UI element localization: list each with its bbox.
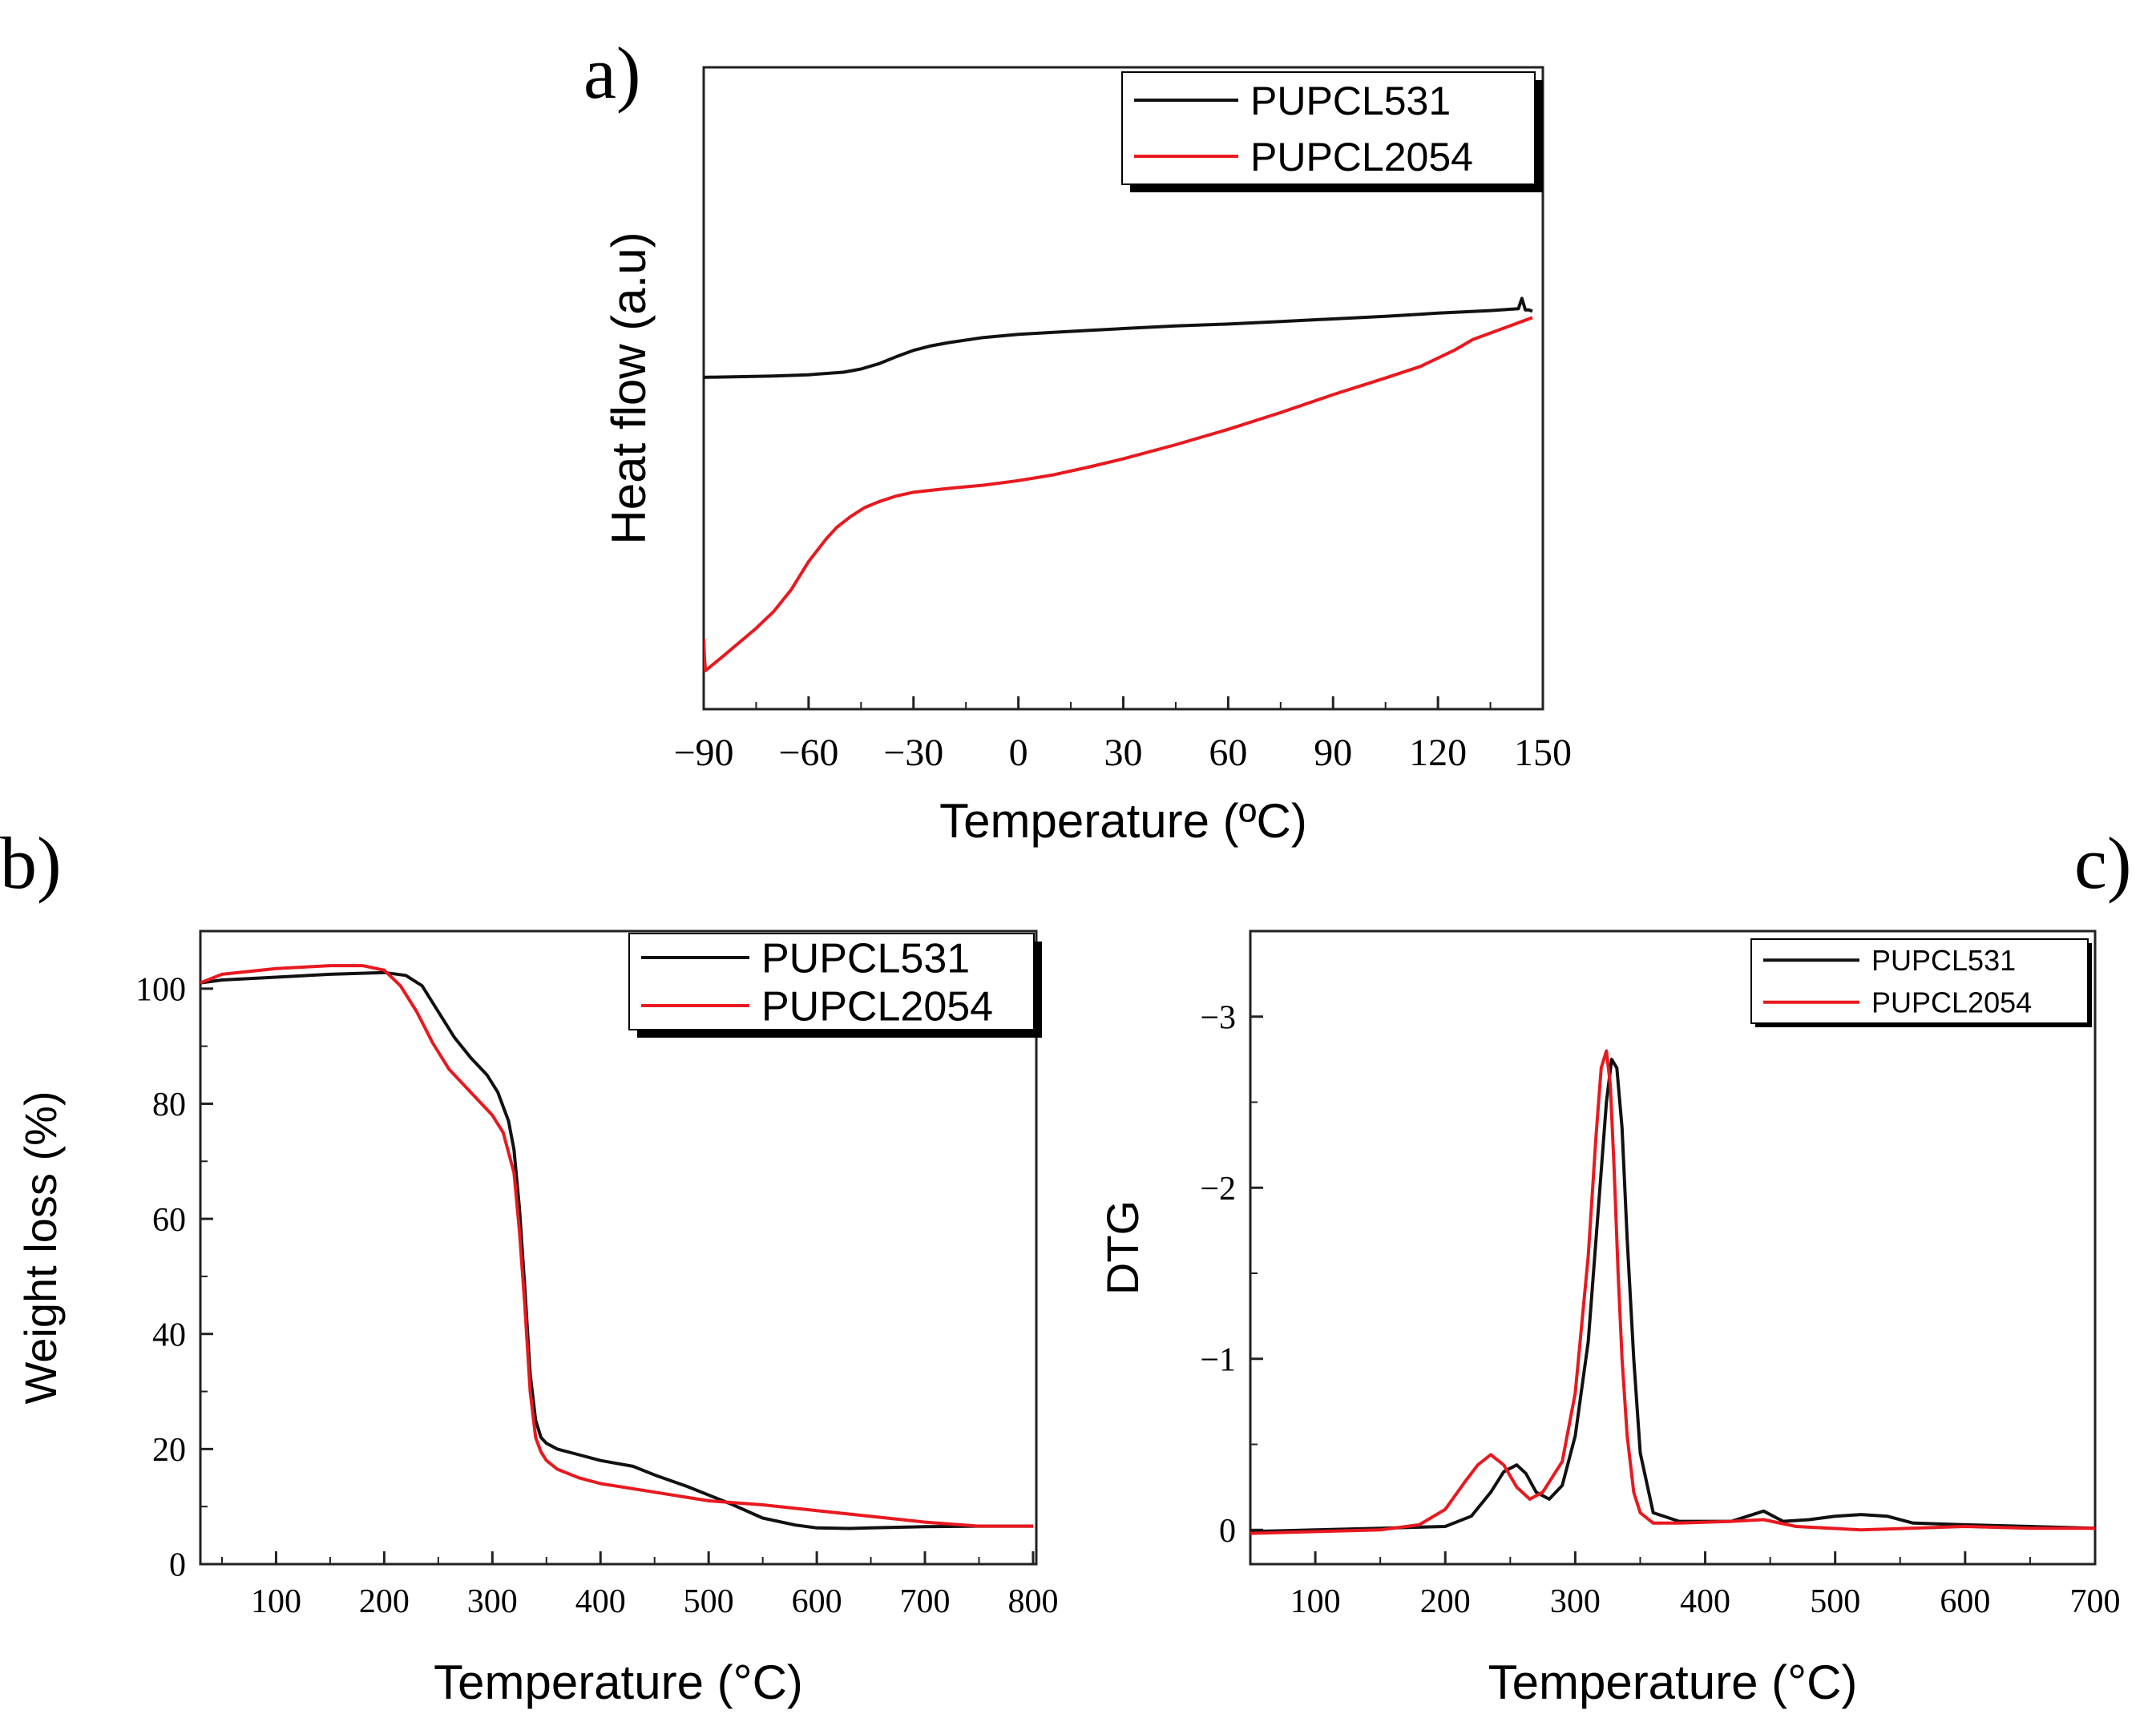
chart-b: b) 100 200 300 400 500 600 700 800 0 20 40 60 80 100 T… [0, 822, 1058, 1709]
legend-label-c: PUPCL531 [1871, 944, 2016, 977]
x-tick-label-b: 100 [251, 1583, 301, 1620]
x-tick-label-b: 400 [575, 1583, 626, 1620]
x-axis-label-b: Temperature (°C) [434, 1655, 803, 1709]
y-tick-label-b: 20 [152, 1432, 186, 1469]
y-axis-label-b: Weight loss (%) [15, 1091, 66, 1404]
plot-frame-c [1249, 930, 2097, 1566]
series-line-b-pupcl531 [200, 970, 1033, 1530]
y-tick-label-b: 60 [152, 1202, 186, 1239]
x-tick-label-c: 700 [2070, 1583, 2121, 1620]
y-tick-label-c: −3 [1200, 999, 1236, 1036]
panel-label-a: a) [583, 32, 640, 114]
x-tick-label-b: 300 [467, 1583, 518, 1620]
panel-label-c: c) [2074, 822, 2131, 904]
chart-a: a) −90 −60 −30 0 30 60 90 120 150 Temperature (ºC… [583, 32, 1572, 848]
x-tick-label-a: 120 [1409, 732, 1467, 774]
y-tick-label-c: 0 [1219, 1513, 1236, 1550]
y-tick-label-c: −1 [1200, 1341, 1236, 1378]
x-tick-label-a: −60 [778, 732, 838, 774]
x-tick-label-b: 200 [359, 1583, 410, 1620]
x-tick-label-c: 300 [1550, 1583, 1601, 1620]
x-tick-label-b: 600 [792, 1583, 842, 1620]
legend-label-a: PUPCL2054 [1250, 135, 1473, 179]
series-line-b-pupcl2054 [200, 964, 1033, 1528]
x-tick-label-b: 700 [900, 1583, 951, 1620]
series-line-c-pupcl531 [1250, 1058, 2095, 1534]
y-axis-label-a: Heat flow (a.u) [602, 232, 656, 544]
x-tick-label-a: 60 [1209, 732, 1247, 774]
y-tick-label-c: −2 [1200, 1171, 1236, 1208]
x-tick-label-a: −90 [673, 732, 733, 774]
y-axis-label-c: DTG [1097, 1200, 1148, 1295]
series-line-a-pupcl2054 [704, 316, 1533, 672]
plot-frame-b [199, 930, 1038, 1566]
legend-box-a [1121, 71, 1536, 185]
legend-label-b: PUPCL531 [761, 936, 970, 982]
series-line-a-pupcl531 [704, 296, 1533, 379]
legend-label-a: PUPCL531 [1250, 79, 1451, 123]
x-axis-label-c: Temperature (°C) [1488, 1655, 1858, 1709]
x-tick-label-a: 30 [1104, 732, 1143, 774]
x-tick-label-b: 500 [684, 1583, 734, 1620]
y-tick-label-b: 40 [152, 1317, 186, 1353]
legend-label-c: PUPCL2054 [1871, 986, 2032, 1019]
legend-box-c [1750, 938, 2089, 1024]
legend-label-b: PUPCL2054 [761, 984, 993, 1030]
y-tick-label-b: 0 [169, 1547, 186, 1584]
y-tick-label-b: 100 [135, 972, 186, 1009]
series-line-c-pupcl2054 [1250, 1049, 2095, 1535]
x-tick-label-a: 150 [1514, 732, 1572, 774]
y-tick-label-b: 80 [152, 1087, 186, 1123]
x-tick-label-c: 200 [1420, 1583, 1471, 1620]
x-tick-label-c: 400 [1680, 1583, 1730, 1620]
x-tick-label-a: 90 [1314, 732, 1352, 774]
x-tick-label-a: 0 [1009, 732, 1028, 774]
legend-box-b [628, 933, 1035, 1030]
x-axis-label-a: Temperature (ºC) [939, 794, 1307, 848]
x-tick-label-c: 600 [1940, 1583, 1990, 1620]
x-tick-label-b: 800 [1007, 1583, 1058, 1620]
chart-c: c) 100 200 300 400 500 600 700 0 −1 −2 −3 Temperatu… [1097, 822, 2131, 1709]
x-tick-label-a: −30 [883, 732, 943, 774]
x-tick-label-c: 100 [1290, 1583, 1341, 1620]
x-tick-label-c: 500 [1810, 1583, 1860, 1620]
panel-label-b: b) [0, 822, 62, 904]
